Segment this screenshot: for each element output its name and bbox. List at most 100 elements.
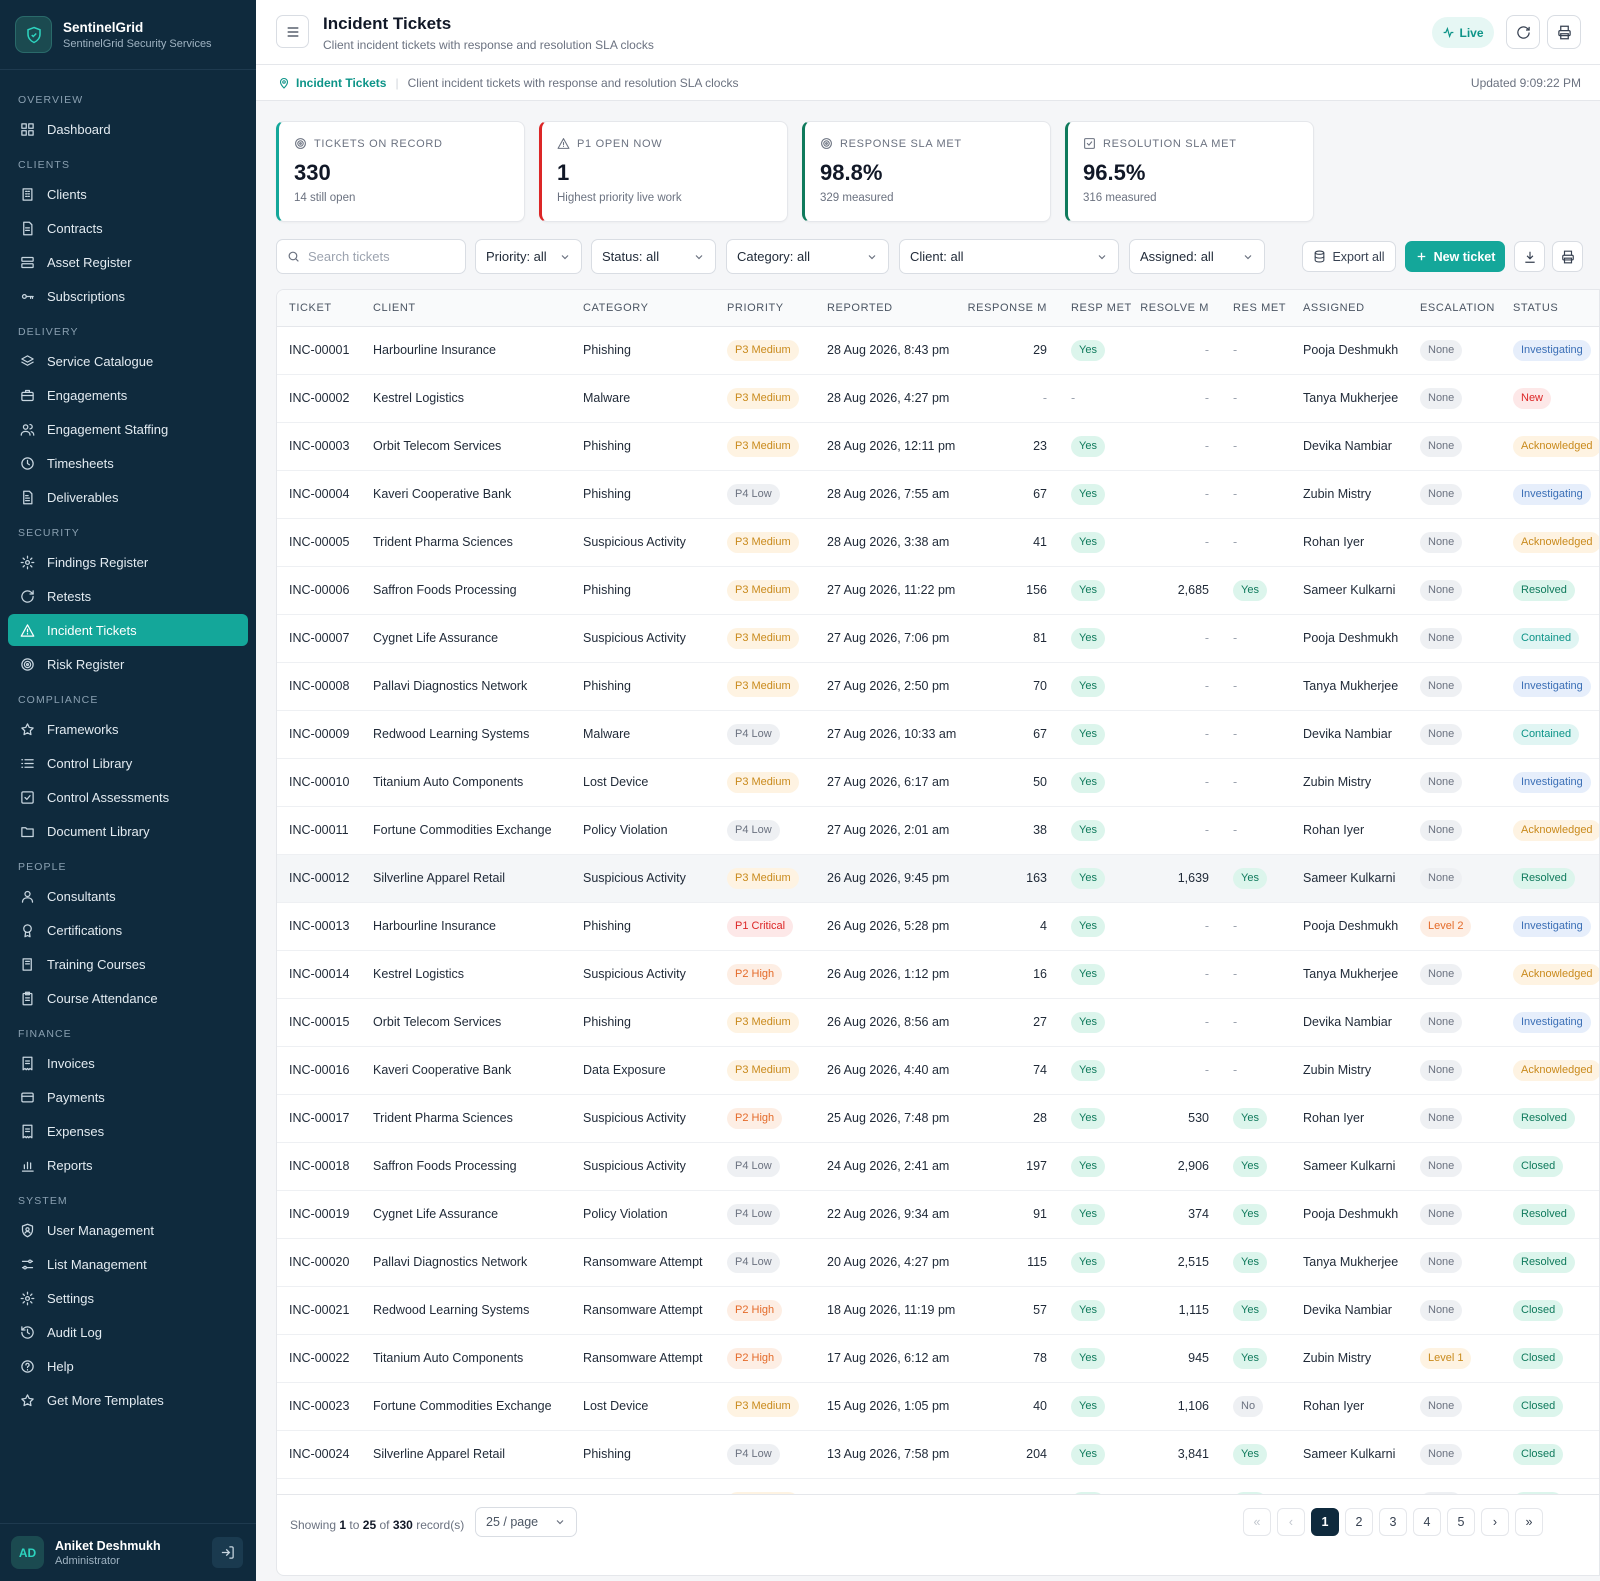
- column-header-resolve-m[interactable]: RESOLVE M: [1137, 290, 1221, 327]
- sidebar-item-document-library[interactable]: Document Library: [8, 815, 248, 847]
- logout-button[interactable]: [212, 1537, 243, 1568]
- first-page-button[interactable]: «: [1243, 1508, 1271, 1536]
- priority-filter[interactable]: Priority: all: [475, 239, 582, 274]
- sidebar-item-dashboard[interactable]: Dashboard: [8, 113, 248, 145]
- escalation-badge: None: [1420, 723, 1463, 745]
- table-row[interactable]: INC-00001 Harbourline Insurance Phishing P3…: [277, 326, 1599, 375]
- table-row[interactable]: INC-00023 Fortune Commodities Exchange Los…: [277, 1382, 1599, 1431]
- sidebar-item-expenses[interactable]: Expenses: [8, 1115, 248, 1147]
- assigned-filter[interactable]: Assigned: all: [1129, 239, 1265, 274]
- table-row[interactable]: INC-00017 Trident Pharma Sciences Suspicio…: [277, 1094, 1599, 1143]
- sidebar-item-settings[interactable]: Settings: [8, 1282, 248, 1314]
- client-filter[interactable]: Client: all: [899, 239, 1119, 274]
- table-row[interactable]: INC-00009 Redwood Learning Systems Malware…: [277, 710, 1599, 759]
- sidebar-item-training-courses[interactable]: Training Courses: [8, 948, 248, 980]
- table-row[interactable]: INC-00021 Redwood Learning Systems Ransomw…: [277, 1286, 1599, 1335]
- sidebar-item-asset-register[interactable]: Asset Register: [8, 246, 248, 278]
- sidebar-item-audit-log[interactable]: Audit Log: [8, 1316, 248, 1348]
- sidebar-item-invoices[interactable]: Invoices: [8, 1047, 248, 1079]
- sidebar-item-subscriptions[interactable]: Subscriptions: [8, 280, 248, 312]
- table-row[interactable]: INC-00018 Saffron Foods Processing Suspici…: [277, 1142, 1599, 1191]
- status-filter[interactable]: Status: all: [591, 239, 716, 274]
- sidebar-item-engagements[interactable]: Engagements: [8, 379, 248, 411]
- last-page-button[interactable]: »: [1515, 1508, 1543, 1536]
- sidebar-item-retests[interactable]: Retests: [8, 580, 248, 612]
- sidebar-item-list-management[interactable]: List Management: [8, 1248, 248, 1280]
- table-row[interactable]: INC-00005 Trident Pharma Sciences Suspicio…: [277, 518, 1599, 567]
- table-row[interactable]: INC-00022 Titanium Auto Components Ransomw…: [277, 1334, 1599, 1383]
- page-4-button[interactable]: 4: [1413, 1508, 1441, 1536]
- column-header-status[interactable]: STATUS: [1501, 290, 1599, 327]
- sidebar-item-timesheets[interactable]: Timesheets: [8, 447, 248, 479]
- table-row[interactable]: INC-00006 Saffron Foods Processing Phishin…: [277, 566, 1599, 615]
- sidebar-item-contracts[interactable]: Contracts: [8, 212, 248, 244]
- table-row[interactable]: INC-00019 Cygnet Life Assurance Policy Vio…: [277, 1190, 1599, 1239]
- sidebar-item-findings-register[interactable]: Findings Register: [8, 546, 248, 578]
- print-button[interactable]: [1547, 15, 1581, 49]
- column-header-ticket[interactable]: TICKET: [277, 290, 361, 327]
- column-header-response-m[interactable]: RESPONSE M: [967, 290, 1059, 327]
- page-3-button[interactable]: 3: [1379, 1508, 1407, 1536]
- next-page-button[interactable]: ›: [1481, 1508, 1509, 1536]
- table-row[interactable]: INC-00004 Kaveri Cooperative Bank Phishing…: [277, 470, 1599, 519]
- cell-category: Phishing: [571, 998, 715, 1047]
- column-header-escalation[interactable]: ESCALATION: [1408, 290, 1501, 327]
- page-1-button[interactable]: 1: [1311, 1508, 1339, 1536]
- download-button[interactable]: [1514, 241, 1545, 272]
- table-row[interactable]: INC-00020 Pallavi Diagnostics Network Rans…: [277, 1238, 1599, 1287]
- table-row[interactable]: INC-00011 Fortune Commodities Exchange Pol…: [277, 806, 1599, 855]
- sidebar-item-engagement-staffing[interactable]: Engagement Staffing: [8, 413, 248, 445]
- sidebar-item-control-library[interactable]: Control Library: [8, 747, 248, 779]
- sidebar-item-deliverables[interactable]: Deliverables: [8, 481, 248, 513]
- cell-status: Resolved: [1501, 854, 1599, 903]
- category-filter[interactable]: Category: all: [726, 239, 889, 274]
- column-header-priority[interactable]: PRIORITY: [715, 290, 815, 327]
- sidebar-item-incident-tickets[interactable]: Incident Tickets: [8, 614, 248, 646]
- column-header-res-met[interactable]: RES MET: [1221, 290, 1291, 327]
- column-header-client[interactable]: CLIENT: [361, 290, 571, 327]
- sidebar-item-payments[interactable]: Payments: [8, 1081, 248, 1113]
- page-2-button[interactable]: 2: [1345, 1508, 1373, 1536]
- table-row[interactable]: INC-00008 Pallavi Diagnostics Network Phis…: [277, 662, 1599, 711]
- sidebar-item-risk-register[interactable]: Risk Register: [8, 648, 248, 680]
- prev-page-button[interactable]: ‹: [1277, 1508, 1305, 1536]
- column-header-resp-met[interactable]: RESP MET: [1059, 290, 1137, 327]
- sidebar-item-frameworks[interactable]: Frameworks: [8, 713, 248, 745]
- sidebar-item-help[interactable]: Help: [8, 1350, 248, 1382]
- table-row[interactable]: INC-00003 Orbit Telecom Services Phishing P…: [277, 422, 1599, 471]
- table-row[interactable]: INC-00015 Orbit Telecom Services Phishing P…: [277, 998, 1599, 1047]
- sidebar-item-consultants[interactable]: Consultants: [8, 880, 248, 912]
- status-badge: Investigating: [1513, 675, 1591, 697]
- column-header-category[interactable]: CATEGORY: [571, 290, 715, 327]
- incident-table: TICKET CLIENT CATEGORY PRIORITY REPORTED RESP…: [277, 290, 1599, 1527]
- table-row[interactable]: INC-00010 Titanium Auto Components Lost De…: [277, 758, 1599, 807]
- table-row[interactable]: INC-00012 Silverline Apparel Retail Suspic…: [277, 854, 1599, 903]
- sidebar-item-certifications[interactable]: Certifications: [8, 914, 248, 946]
- table-print-button[interactable]: [1552, 241, 1583, 272]
- sidebar-item-clients[interactable]: Clients: [8, 178, 248, 210]
- cell-priority: P4 Low: [715, 1190, 815, 1239]
- page-size-select[interactable]: 25 / page: [475, 1507, 577, 1537]
- new-ticket-button[interactable]: New ticket: [1405, 241, 1505, 272]
- table-row[interactable]: INC-00024 Silverline Apparel Retail Phishi…: [277, 1430, 1599, 1479]
- table-row[interactable]: INC-00014 Kestrel Logistics Suspicious Act…: [277, 950, 1599, 999]
- table-row[interactable]: INC-00016 Kaveri Cooperative Bank Data Exp…: [277, 1046, 1599, 1095]
- breadcrumb-current[interactable]: Incident Tickets: [296, 75, 387, 90]
- export-all-button[interactable]: Export all: [1302, 241, 1396, 272]
- sidebar-item-course-attendance[interactable]: Course Attendance: [8, 982, 248, 1014]
- sidebar-item-get-more-templates[interactable]: Get More Templates: [8, 1384, 248, 1416]
- table-row[interactable]: INC-00002 Kestrel Logistics Malware P3 Medi…: [277, 374, 1599, 423]
- refresh-button[interactable]: [1506, 15, 1540, 49]
- sidebar-item-reports[interactable]: Reports: [8, 1149, 248, 1181]
- sidebar-item-user-management[interactable]: User Management: [8, 1214, 248, 1246]
- sidebar-item-control-assessments[interactable]: Control Assessments: [8, 781, 248, 813]
- table-row[interactable]: INC-00013 Harbourline Insurance Phishing P1…: [277, 902, 1599, 951]
- menu-toggle-button[interactable]: [276, 15, 309, 48]
- live-toggle[interactable]: Live: [1432, 17, 1494, 48]
- column-header-reported[interactable]: REPORTED: [815, 290, 967, 327]
- search-input[interactable]: Search tickets: [276, 239, 466, 274]
- sidebar-item-service-catalogue[interactable]: Service Catalogue: [8, 345, 248, 377]
- table-row[interactable]: INC-00007 Cygnet Life Assurance Suspicious…: [277, 614, 1599, 663]
- column-header-assigned[interactable]: ASSIGNED: [1291, 290, 1408, 327]
- page-5-button[interactable]: 5: [1447, 1508, 1475, 1536]
